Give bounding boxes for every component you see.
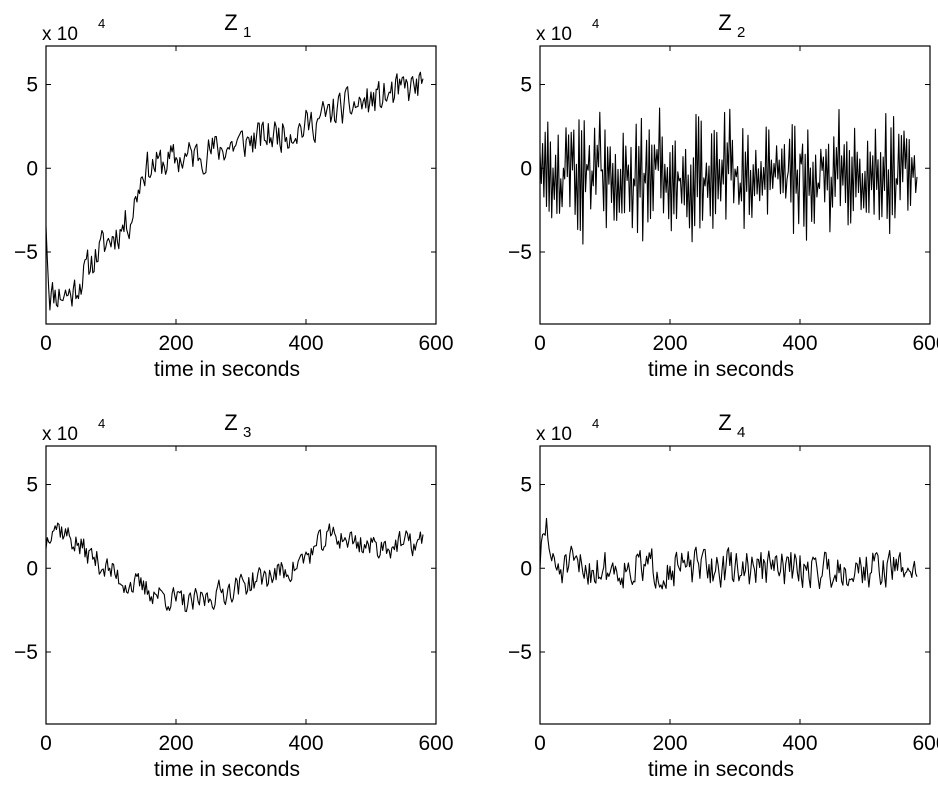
x-tick-label: 600 bbox=[418, 732, 453, 755]
axes-box bbox=[539, 445, 931, 725]
subplot-title-subscript: 2 bbox=[737, 24, 745, 41]
y-multiplier-exponent: 4 bbox=[98, 416, 105, 431]
y-tick-label: −5 bbox=[14, 641, 38, 664]
x-tick-label: 0 bbox=[534, 332, 546, 355]
y-tick-label: 5 bbox=[520, 474, 532, 497]
y-tick-label: 5 bbox=[520, 74, 532, 97]
subplot-title: Z bbox=[718, 10, 731, 35]
y-multiplier-label: x 10 bbox=[42, 24, 78, 45]
y-tick-label: −5 bbox=[14, 241, 38, 264]
x-tick-label: 400 bbox=[782, 332, 817, 355]
y-multiplier-label: x 10 bbox=[536, 24, 572, 45]
x-tick-label: 200 bbox=[158, 732, 193, 755]
subplot-z1: 0 200 400 600 5 0 −5 time in seconds x 10 4 Z 1 bbox=[14, 10, 453, 381]
y-tick-label: 0 bbox=[26, 557, 38, 580]
y-tick-label: −5 bbox=[508, 641, 532, 664]
y-multiplier-label: x 10 bbox=[42, 424, 78, 445]
subplot-title: Z bbox=[224, 10, 237, 35]
y-tick-label: 0 bbox=[520, 557, 532, 580]
x-tick-label: 400 bbox=[782, 732, 817, 755]
subplot-title-subscript: 1 bbox=[243, 24, 251, 41]
series-line bbox=[45, 522, 424, 613]
y-tick-label: −5 bbox=[508, 241, 532, 264]
y-tick-label: 5 bbox=[26, 74, 38, 97]
y-multiplier-exponent: 4 bbox=[592, 416, 599, 431]
y-tick-label: 0 bbox=[520, 157, 532, 180]
y-tick-label: 5 bbox=[26, 474, 38, 497]
x-axis-label: time in seconds bbox=[648, 358, 794, 381]
x-tick-label: 400 bbox=[288, 332, 323, 355]
axes-box bbox=[45, 445, 437, 725]
x-axis-label: time in seconds bbox=[648, 758, 794, 781]
x-tick-label: 0 bbox=[534, 732, 546, 755]
y-tick-label: 0 bbox=[26, 157, 38, 180]
x-axis-label: time in seconds bbox=[154, 758, 300, 781]
x-tick-label: 600 bbox=[418, 332, 453, 355]
x-tick-label: 400 bbox=[288, 732, 323, 755]
x-axis-label: time in seconds bbox=[154, 358, 300, 381]
subplot-z3: 0 200 400 600 5 0 −5 time in seconds x 10 4 Z 3 bbox=[14, 410, 453, 781]
x-tick-label: 0 bbox=[40, 332, 52, 355]
series-line bbox=[539, 107, 918, 245]
subplot-title: Z bbox=[224, 410, 237, 435]
x-tick-label: 200 bbox=[158, 332, 193, 355]
y-multiplier-label: x 10 bbox=[536, 424, 572, 445]
y-multiplier-exponent: 4 bbox=[592, 16, 599, 31]
series-line bbox=[45, 71, 424, 311]
x-tick-label: 200 bbox=[652, 332, 687, 355]
x-tick-label: 600 bbox=[912, 732, 938, 755]
subplot-z2: 0 200 400 600 5 0 −5 time in seconds x 10 4 Z2 bbox=[508, 10, 938, 381]
x-tick-label: 200 bbox=[652, 732, 687, 755]
subplot-title: Z bbox=[718, 410, 731, 435]
series-line bbox=[539, 517, 918, 590]
y-multiplier-exponent: 4 bbox=[98, 16, 105, 31]
subplot-title-subscript: 3 bbox=[243, 424, 251, 441]
x-tick-label: 600 bbox=[912, 332, 938, 355]
x-tick-label: 0 bbox=[40, 732, 52, 755]
subplot-title-subscript: 4 bbox=[737, 424, 745, 441]
